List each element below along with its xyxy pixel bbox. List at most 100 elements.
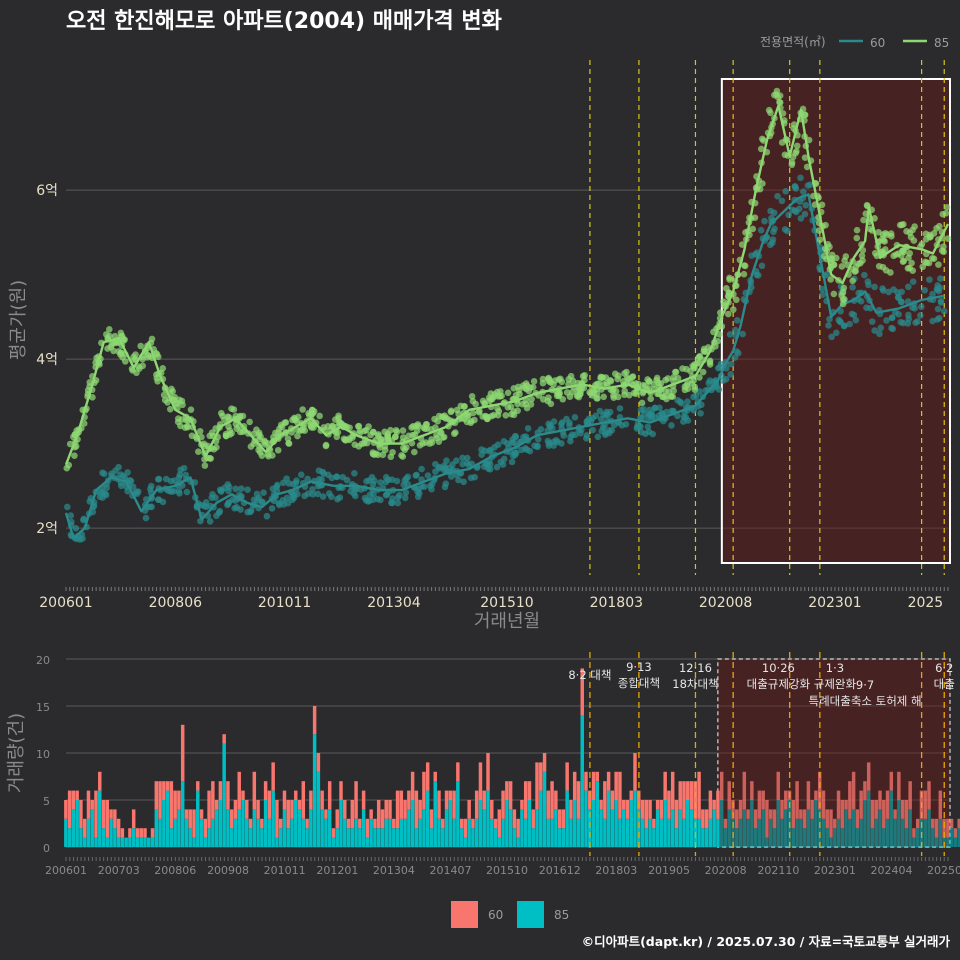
bar-60 — [388, 800, 392, 819]
bar-85 — [116, 837, 121, 847]
policy-annotation: 9·7 특례대출축소 토허제 해 — [809, 678, 922, 708]
data-point — [391, 433, 399, 441]
bar-60 — [278, 818, 283, 829]
bar-85 — [765, 837, 769, 847]
data-point — [740, 270, 748, 278]
bar-85 — [79, 828, 83, 847]
data-point — [664, 375, 672, 382]
data-point — [759, 180, 766, 187]
bar-85 — [866, 790, 871, 847]
data-point — [504, 440, 511, 447]
bar-85 — [629, 800, 633, 847]
bar-85 — [392, 828, 396, 847]
data-point — [389, 448, 396, 456]
bar-60 — [923, 790, 927, 819]
bar-60 — [889, 771, 894, 791]
bar-60 — [863, 781, 867, 800]
data-point — [580, 384, 588, 392]
data-point — [230, 406, 238, 413]
data-point — [414, 493, 422, 501]
data-point — [80, 515, 88, 523]
bar-85 — [256, 818, 260, 847]
data-point — [508, 458, 516, 466]
data-point — [939, 210, 947, 218]
bar-85 — [603, 818, 607, 847]
bar-60 — [501, 790, 505, 819]
data-point — [539, 396, 547, 403]
bar-60 — [727, 781, 731, 810]
data-point — [659, 393, 666, 401]
data-point — [760, 137, 767, 144]
bar-60 — [403, 800, 407, 819]
bar-85 — [173, 818, 177, 847]
bar-85 — [848, 818, 852, 847]
data-point — [504, 403, 512, 411]
data-point — [360, 439, 368, 447]
data-point — [469, 409, 477, 417]
bar-85 — [384, 818, 388, 847]
data-point — [398, 452, 405, 459]
data-point — [819, 285, 826, 293]
data-point — [187, 406, 195, 413]
bar-60 — [546, 790, 551, 819]
data-point — [900, 221, 907, 228]
bar-85 — [395, 828, 400, 847]
bar-85 — [569, 818, 573, 847]
bar-85 — [71, 809, 76, 847]
data-point — [167, 477, 175, 485]
data-point — [575, 393, 583, 401]
bar-85 — [704, 828, 709, 847]
bar-85 — [282, 809, 287, 847]
bar-60 — [912, 828, 916, 838]
bar-85 — [267, 818, 272, 847]
bar-85 — [297, 809, 302, 847]
data-point — [435, 438, 443, 445]
data-point — [618, 421, 626, 429]
bar-60 — [942, 818, 946, 838]
data-point — [888, 324, 895, 332]
data-point — [871, 327, 878, 334]
data-point — [319, 493, 327, 500]
bar-85 — [772, 828, 777, 847]
data-point — [525, 387, 533, 395]
policy-annotation: 8·2 대책 — [568, 668, 611, 682]
bar-60 — [252, 771, 257, 810]
bar-85 — [82, 837, 87, 847]
bar-60 — [866, 762, 871, 791]
data-point — [815, 227, 823, 234]
bar-60 — [735, 809, 739, 829]
data-point — [110, 347, 117, 355]
bar-60 — [369, 809, 373, 819]
data-point — [857, 259, 864, 267]
data-point — [314, 490, 322, 498]
legend-bottom: 60 85 — [451, 901, 569, 928]
bar-85 — [531, 828, 535, 847]
bar-85 — [109, 818, 113, 847]
data-point — [732, 326, 739, 334]
bar-60 — [806, 781, 811, 810]
bar-60 — [851, 771, 856, 810]
data-point — [839, 300, 847, 308]
bar-60 — [297, 800, 302, 810]
bar-85 — [324, 818, 328, 847]
bar-85 — [441, 828, 445, 847]
y-tick-label: 6억 — [36, 183, 58, 199]
data-point — [177, 422, 184, 430]
data-point — [518, 446, 525, 454]
data-point — [590, 389, 598, 397]
bar-60 — [75, 790, 79, 800]
data-point — [861, 271, 868, 279]
data-point — [733, 348, 741, 355]
data-point — [860, 216, 867, 224]
bar-60 — [211, 781, 215, 819]
data-point — [289, 492, 296, 500]
data-point — [66, 440, 74, 448]
bar-85 — [64, 818, 68, 847]
bar-60 — [471, 818, 475, 829]
bar-60 — [893, 809, 897, 819]
data-point — [714, 337, 722, 345]
bar-60 — [263, 781, 268, 800]
data-point — [524, 425, 532, 432]
x-tick-label: 202110 — [757, 864, 799, 877]
bar-60 — [309, 790, 313, 810]
